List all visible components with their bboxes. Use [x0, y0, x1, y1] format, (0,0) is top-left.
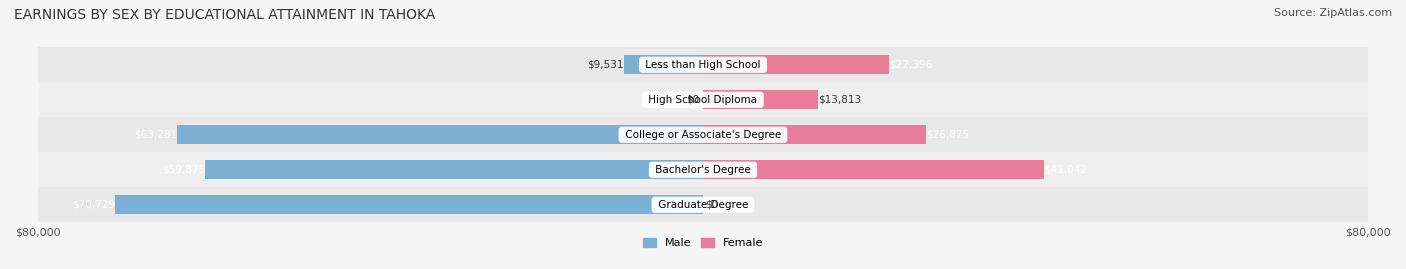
Text: Bachelor's Degree: Bachelor's Degree	[652, 165, 754, 175]
Bar	[703, 55, 889, 75]
Text: High School Diploma: High School Diploma	[645, 95, 761, 105]
Bar	[38, 47, 1368, 82]
Bar	[703, 90, 818, 109]
Text: EARNINGS BY SEX BY EDUCATIONAL ATTAINMENT IN TAHOKA: EARNINGS BY SEX BY EDUCATIONAL ATTAINMEN…	[14, 8, 436, 22]
Text: $59,875: $59,875	[162, 165, 205, 175]
Text: $70,729: $70,729	[72, 200, 115, 210]
Text: $26,875: $26,875	[927, 130, 970, 140]
Text: Source: ZipAtlas.com: Source: ZipAtlas.com	[1274, 8, 1392, 18]
Text: $0: $0	[686, 95, 699, 105]
Bar	[703, 125, 927, 144]
Text: $0: $0	[704, 200, 718, 210]
Bar	[115, 195, 703, 214]
Bar	[624, 55, 703, 75]
Legend: Male, Female: Male, Female	[643, 238, 763, 248]
Text: Less than High School: Less than High School	[643, 60, 763, 70]
Text: $9,531: $9,531	[588, 60, 624, 70]
Text: College or Associate's Degree: College or Associate's Degree	[621, 130, 785, 140]
Text: $41,042: $41,042	[1045, 165, 1087, 175]
Text: $13,813: $13,813	[818, 95, 860, 105]
Bar	[38, 82, 1368, 117]
Bar	[703, 160, 1045, 179]
Bar	[38, 187, 1368, 222]
Bar	[177, 125, 703, 144]
Bar	[38, 117, 1368, 152]
Text: $63,281: $63,281	[134, 130, 177, 140]
Bar	[38, 152, 1368, 187]
Text: $22,396: $22,396	[889, 60, 932, 70]
Text: Graduate Degree: Graduate Degree	[655, 200, 751, 210]
Bar	[205, 160, 703, 179]
